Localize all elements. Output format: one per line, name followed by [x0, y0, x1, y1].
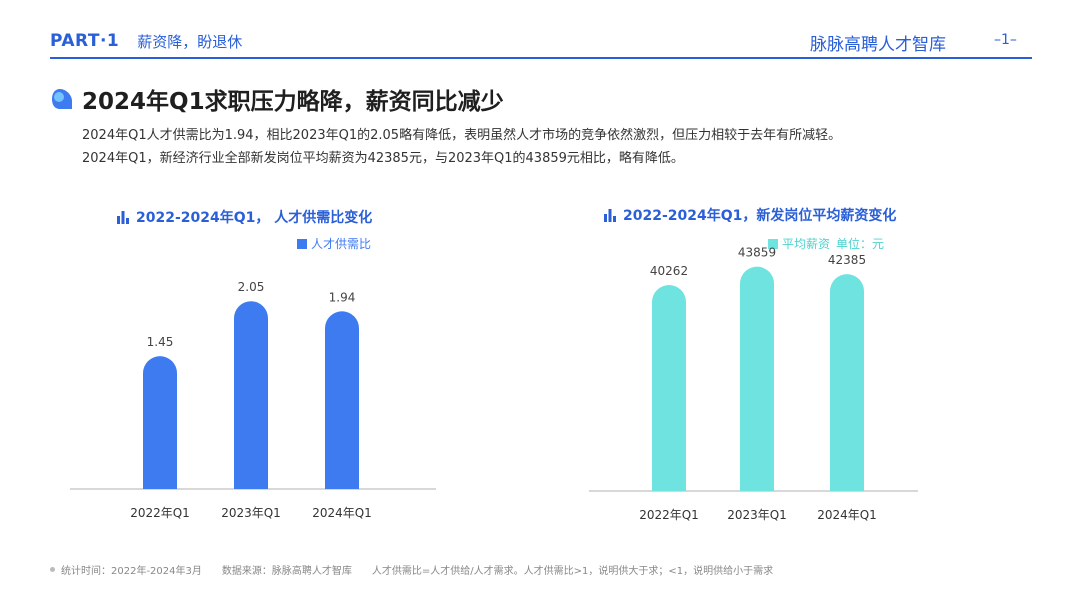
chart1-category-label-3: 2024年Q1	[312, 506, 372, 520]
chart1-legend-swatch	[297, 238, 307, 249]
chart2-category-label-3: 2024年Q1	[817, 508, 877, 522]
part-label: PART·1	[50, 31, 120, 51]
chart1-category-label-2: 2023年Q1	[221, 506, 281, 520]
chart2-bar-2	[740, 266, 774, 491]
chart2-legend: 平均薪资 单位：元	[768, 235, 884, 252]
page-title: 2024年Q1求职压力略降，薪资同比减少	[82, 89, 504, 115]
chart2-legend-label: 平均薪资	[782, 237, 831, 251]
footer-stat-time: 统计时间：2022年-2024年3月	[61, 566, 202, 577]
chart1-bar-3	[325, 311, 359, 489]
chart2-bar-3	[830, 274, 864, 491]
footer-source: 数据来源：脉脉高聘人才智库	[221, 566, 352, 577]
header-divider	[50, 57, 1032, 59]
chart1-title-text: 2022-2024年Q1， 人才供需比变化	[136, 210, 373, 226]
chart1-legend: 人才供需比	[297, 235, 371, 252]
chart1-data-label-2: 2.05	[238, 280, 265, 294]
footer-note: 人才供需比=人才供给/人才需求。人才供需比>1，说明供大于求；<1，说明供给小于…	[371, 566, 774, 577]
chart2-data-label-2: 43859	[738, 246, 776, 260]
header-part: PART·1 薪资降，盼退休	[50, 30, 242, 52]
title-row: 2024年Q1求职压力略降，薪资同比减少	[50, 82, 504, 116]
description-line-1: 2024年Q1人才供需比为1.94，相比2023年Q1的2.05略有降低，表明虽…	[82, 128, 842, 143]
description-line-2: 2024年Q1，新经济行业全部新发岗位平均薪资为42385元，与2023年Q1的…	[82, 151, 684, 166]
chart1-legend-label: 人才供需比	[311, 237, 372, 251]
chart2-category-label-1: 2022年Q1	[639, 508, 699, 522]
chart2-legend-swatch	[768, 238, 778, 249]
chart1-bar-1	[143, 356, 177, 489]
part-subtitle: 薪资降，盼退休	[137, 32, 243, 51]
footer: 统计时间：2022年-2024年3月 数据来源：脉脉高聘人才智库 人才供需比=人…	[50, 562, 773, 577]
chart1-data-label-1: 1.45	[147, 335, 174, 349]
bar-chart-icon	[604, 209, 616, 222]
chart2-category-label-2: 2023年Q1	[727, 508, 787, 522]
chart2-bar-1	[652, 285, 686, 491]
footer-bullet-icon	[50, 567, 55, 572]
bar-chart-icon	[117, 211, 129, 224]
chart1-title: 2022-2024年Q1， 人才供需比变化	[116, 207, 372, 227]
chart1-bar-2	[234, 301, 268, 489]
chart2-data-label-1: 40262	[650, 264, 688, 278]
chart1-category-label-1: 2022年Q1	[130, 506, 190, 520]
brand-name: 脉脉高聘人才智库	[810, 35, 946, 55]
chart2-unit-label: 单位：元	[836, 237, 885, 251]
chart1-data-label-3: 1.94	[329, 290, 356, 304]
chart2-title-text: 2022-2024年Q1，新发岗位平均薪资变化	[623, 208, 897, 224]
page-number: –1–	[994, 32, 1017, 48]
chart2-data-label-3: 42385	[828, 253, 866, 267]
chart2-title: 2022-2024年Q1，新发岗位平均薪资变化	[603, 205, 896, 225]
title-bullet-icon	[52, 89, 72, 109]
